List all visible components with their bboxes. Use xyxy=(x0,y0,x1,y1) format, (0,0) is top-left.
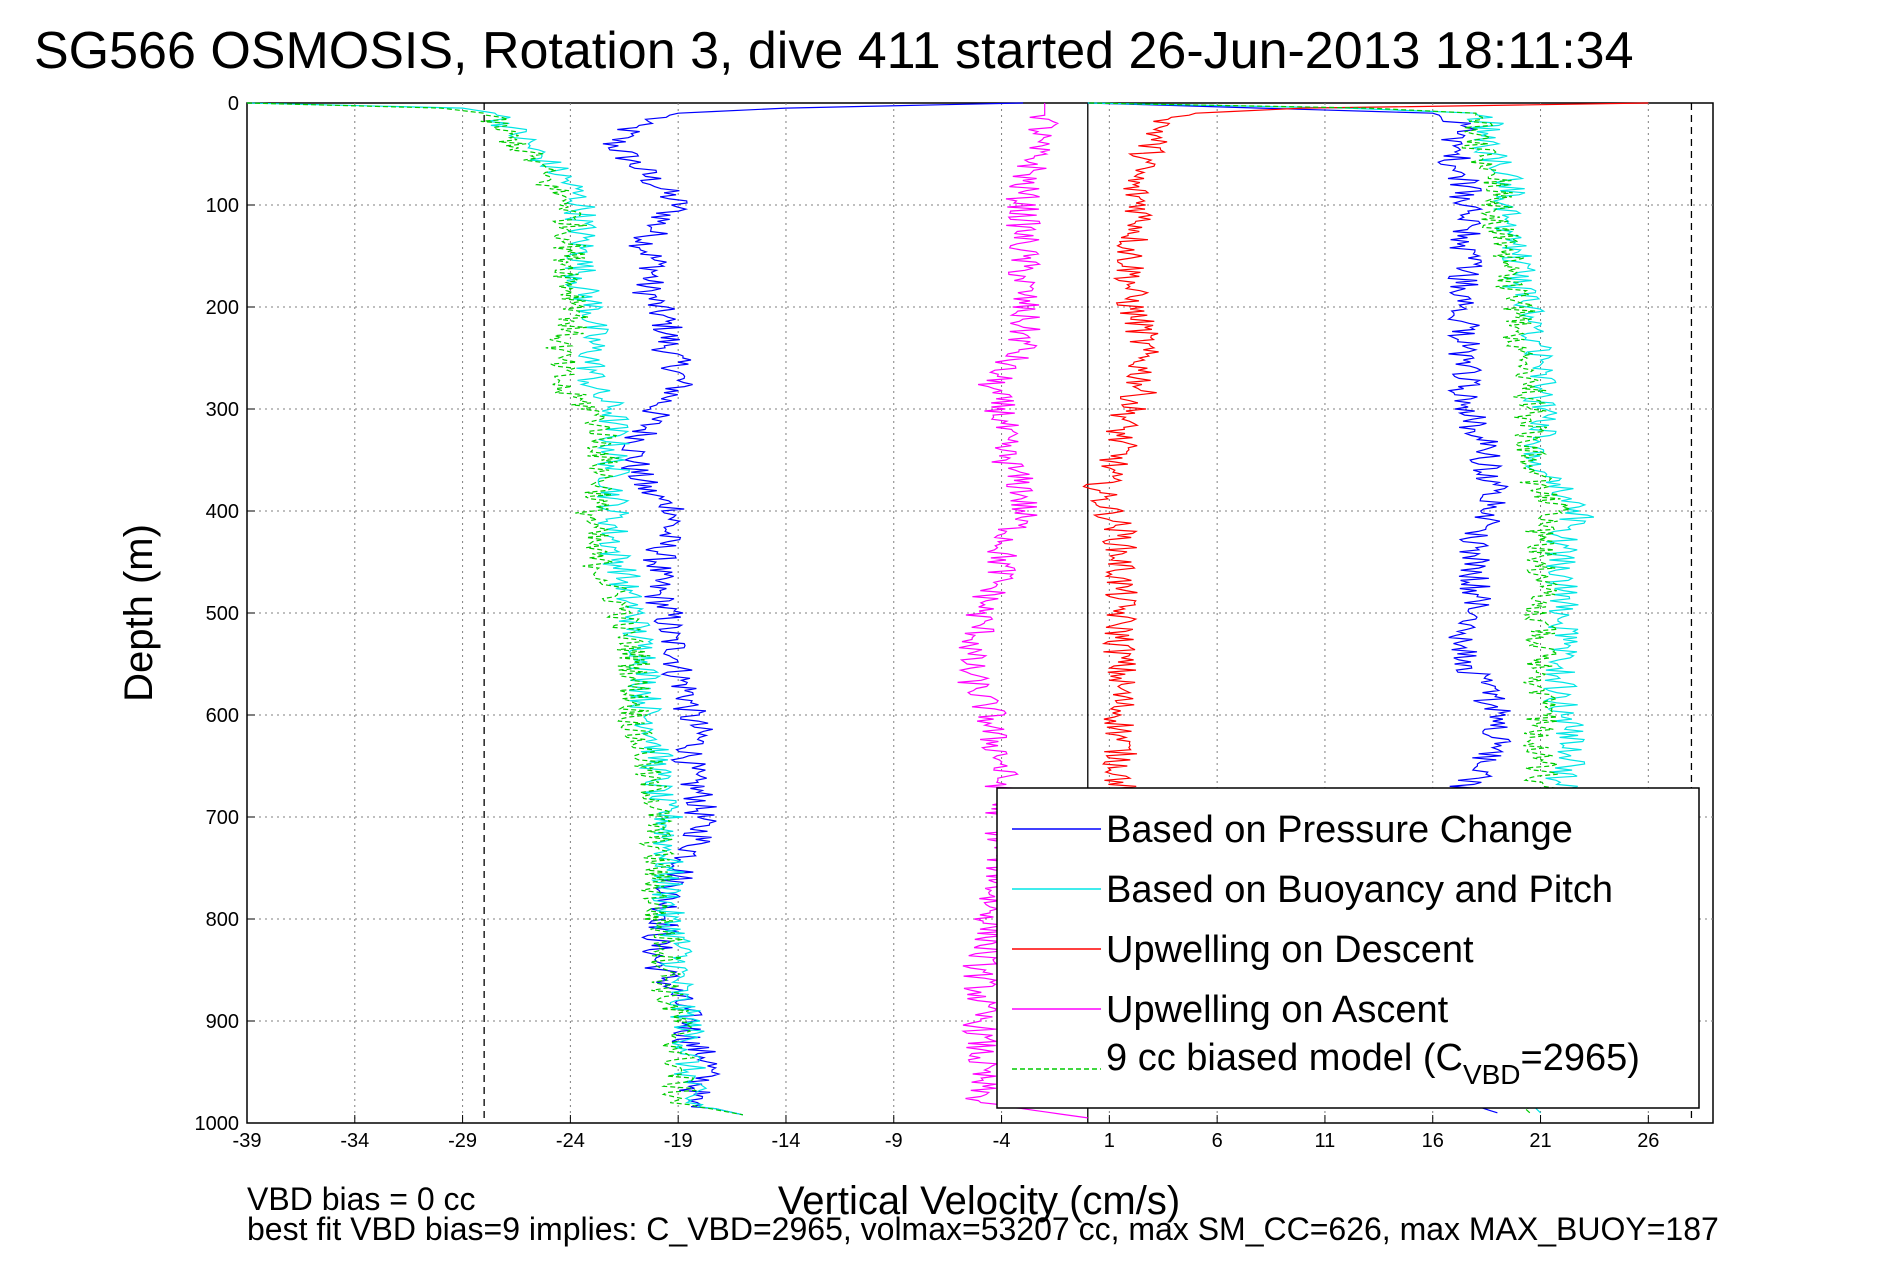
x-tick-label: 26 xyxy=(1637,1130,1659,1152)
y-tick-label: 500 xyxy=(206,603,239,625)
legend-label: Based on Buoyancy and Pitch xyxy=(1106,869,1613,911)
y-tick-label: 400 xyxy=(206,501,239,523)
y-tick-label: 900 xyxy=(206,1011,239,1033)
legend-label: Based on Pressure Change xyxy=(1106,809,1573,851)
x-tick-label: -19 xyxy=(664,1130,693,1152)
y-tick-label: 100 xyxy=(206,195,239,217)
x-tick-label: -9 xyxy=(885,1130,903,1152)
x-tick-label: -29 xyxy=(448,1130,477,1152)
legend: Based on Pressure Change Based on Buoyanc… xyxy=(996,787,1700,1109)
x-tick-label: -14 xyxy=(772,1130,801,1152)
series-line-1 xyxy=(602,102,1024,1116)
x-axis-label: Vertical Velocity (cm/s) xyxy=(778,1179,1180,1223)
x-tick-label: 6 xyxy=(1212,1130,1223,1152)
series-line-5 xyxy=(246,102,744,1116)
legend-box xyxy=(996,787,1700,1109)
legend-label: Upwelling on Descent xyxy=(1106,929,1474,971)
y-axis-label: Depth (m) xyxy=(117,524,161,702)
x-tick-label: 21 xyxy=(1529,1130,1551,1152)
footer-line-1: VBD bias = 0 cc xyxy=(247,1181,476,1217)
y-tick-labels: 0 100 200 300 400 500 600 700 800 900 1000 xyxy=(195,93,240,1135)
legend-label: 9 cc biased model (CVBD=2965) xyxy=(1106,1037,1640,1090)
x-tick-label: 1 xyxy=(1104,1130,1115,1152)
x-tick-label: -34 xyxy=(340,1130,369,1152)
x-tick-label: 16 xyxy=(1422,1130,1444,1152)
x-tick-labels: -39 -34 -29 -24 -19 -14 -9 -4 1 6 11 16 21 26 xyxy=(233,1130,1660,1152)
y-tick-label: 800 xyxy=(206,909,239,931)
y-tick-label: 700 xyxy=(206,807,239,829)
y-tick-label: 1000 xyxy=(195,1113,240,1135)
x-tick-label: -39 xyxy=(233,1130,262,1152)
chart-title: SG566 OSMOSIS, Rotation 3, dive 411 star… xyxy=(34,22,1633,80)
x-tick-label: -24 xyxy=(556,1130,585,1152)
x-tick-label: 11 xyxy=(1315,1130,1336,1152)
y-tick-label: 200 xyxy=(206,297,239,319)
x-tick-label: -4 xyxy=(993,1130,1011,1152)
footer-line-2: best fit VBD bias=9 implies: C_VBD=2965,… xyxy=(247,1211,1719,1247)
legend-label: Upwelling on Ascent xyxy=(1106,989,1449,1031)
y-tick-label: 0 xyxy=(228,93,239,115)
series-line-3 xyxy=(1082,102,1649,818)
series-line-2 xyxy=(246,102,744,1116)
y-tick-label: 600 xyxy=(206,705,239,727)
y-tick-label: 300 xyxy=(206,399,239,421)
